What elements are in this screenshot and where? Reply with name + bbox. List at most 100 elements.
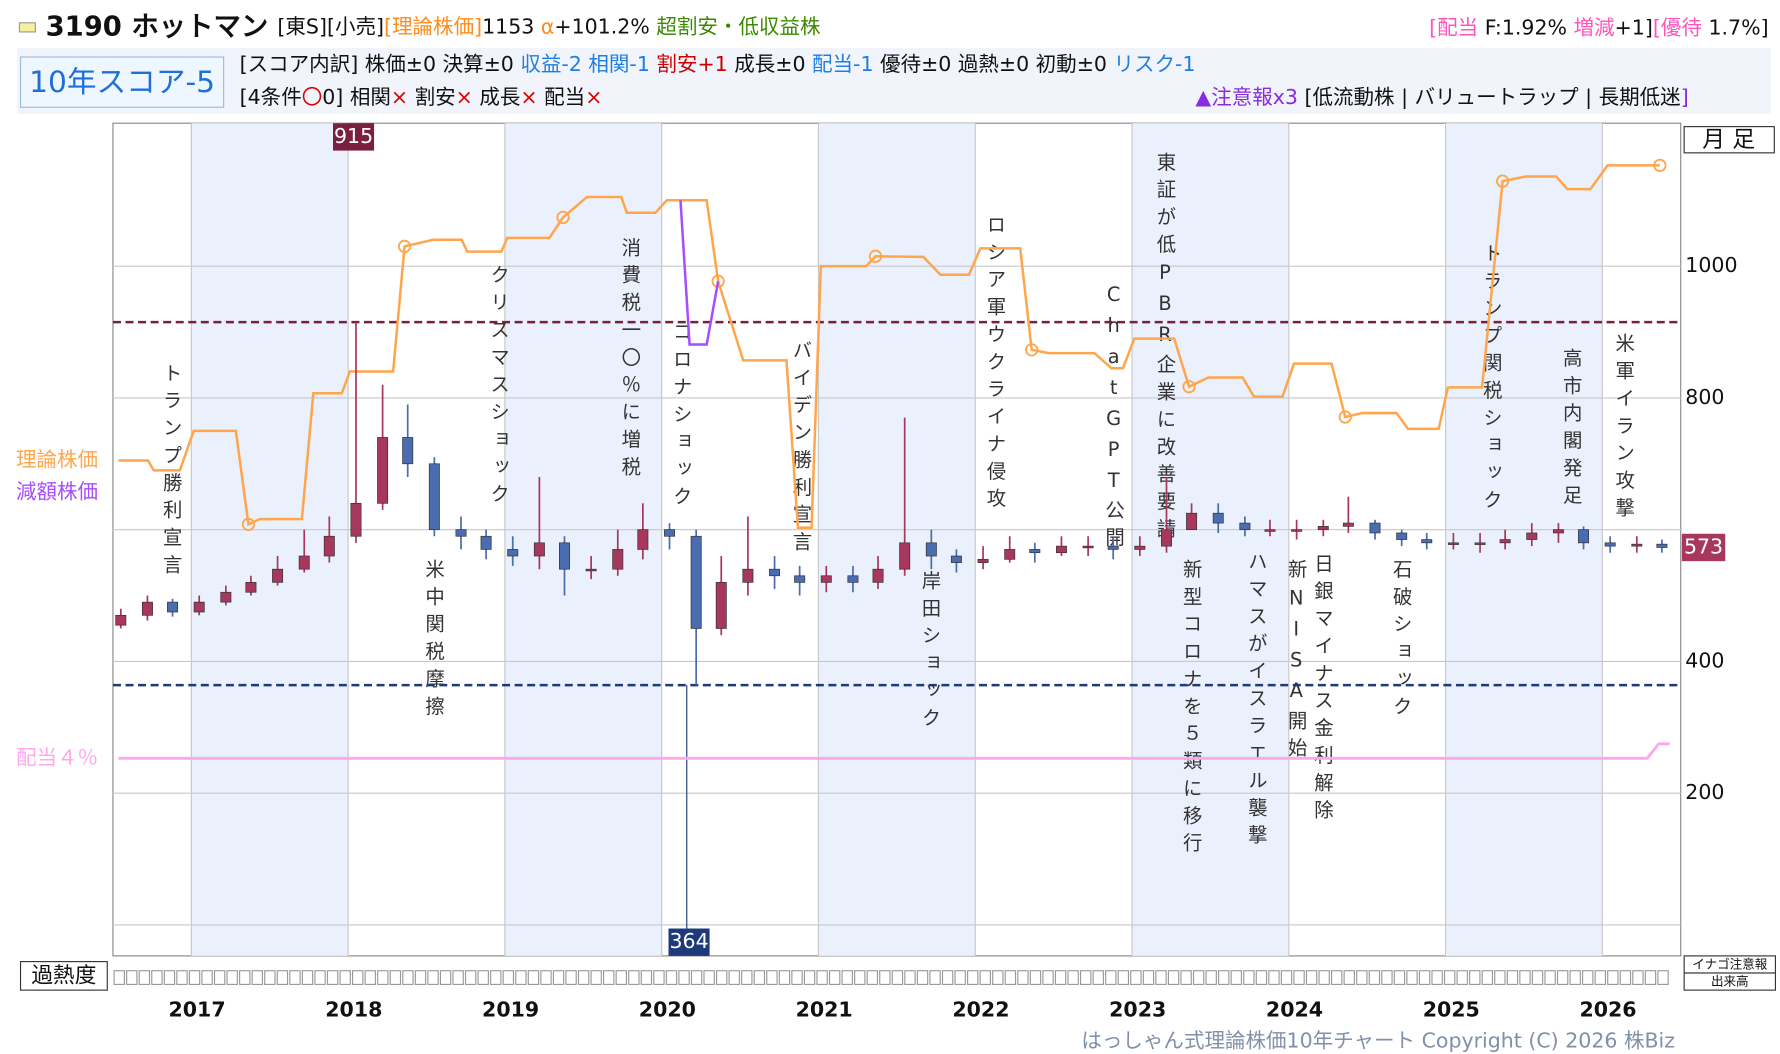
overheat-cell [1481,970,1494,985]
overheat-cell [201,970,213,985]
candle-body [847,575,859,583]
header-right-part: F:1.92% [1478,16,1573,40]
overheat-cell [992,970,1004,985]
overheat-cell [741,970,753,985]
header-band [17,47,1771,115]
x-tick-label: 2019 [482,998,539,1022]
candle-body [612,549,624,570]
overheat-cell [728,970,740,985]
overheat-cell [490,970,502,985]
title-part: 超割安・低収益株 [656,14,821,38]
overheat-cell [929,970,941,985]
candle-body [1212,512,1224,524]
candle-body [1004,549,1016,560]
overheat-cell [1180,970,1192,985]
overheat-cell [1130,970,1142,985]
candle-body [141,601,153,616]
candle-body [1499,539,1511,544]
title: 3190 ホットマン [46,11,269,42]
y-tick-label: 1000 [1685,253,1737,277]
last-price-label: 573 [1684,534,1723,558]
overheat-cell [213,970,226,985]
x-tick-label: 2017 [168,998,225,1022]
overheat-cell [690,970,703,985]
candle-body [1447,542,1459,545]
series-marker [397,239,412,254]
overheat-cell [1368,970,1381,985]
overheat-cell [402,970,414,985]
overheat-cell [1356,970,1368,985]
overheat-cell [1029,970,1042,985]
candle-body [1055,545,1067,554]
candle-body [167,601,179,613]
x-tick-label: 2024 [1266,998,1323,1022]
candle-body [272,568,284,583]
series-marker [1025,343,1039,357]
overheat-cell [1293,970,1305,985]
overheat-cell [502,970,515,985]
candle-body [690,535,702,629]
overheat-cell [1531,970,1544,985]
warnings-part: [低流動株 | バリュートラップ | 長期低迷 [1304,85,1680,110]
candle-body [1264,529,1276,532]
event-annotation: 新NISA開始 [1285,559,1308,765]
overheat-cell [339,970,351,985]
candle-body [298,555,310,570]
conditions: [4条件〇0] 相関× 割安× 成長× 配当× [240,85,603,109]
year-shade [818,123,976,956]
candle-body [455,529,467,537]
series-marker [1338,410,1352,424]
candle-body [1239,522,1251,531]
candle-body [664,529,675,537]
candle-body [1342,522,1354,527]
overheat-cell [1381,970,1393,985]
overheat-cell [1192,970,1205,985]
reference-label-box [668,928,710,956]
candle-body [350,502,362,537]
series-label: 減額株価 [16,479,98,503]
copyright: はっしゃん式理論株価10年チャート Copyright (C) 2026 株Bi… [1081,1028,1675,1052]
candle-body [742,568,754,583]
overheat-cell [1569,970,1581,985]
candle-body [1186,512,1198,531]
candle-body [769,568,781,577]
overheat-cell [1393,970,1406,985]
series-marker [1182,380,1196,394]
overheat-cell [1268,970,1280,985]
candle-body [977,558,989,563]
event-annotation: クリスマスショック [487,265,510,511]
overheat-cell [904,970,916,985]
score-breakdown-part: 割安+1 [656,52,734,76]
overheat-cell [389,970,402,985]
event-annotation: ハマスがイスラエル襲撃 [1245,551,1268,852]
overheat-cell [703,970,715,985]
overheat-cell [1494,970,1506,985]
overheat-cell [879,970,891,985]
score-breakdown-part: 優待±0 過熱±0 初動±0 [880,52,1113,76]
candle-body [1369,522,1381,534]
volume-label: 出来高 [1711,974,1749,989]
overheat-cell [439,970,452,985]
reference-label-box [333,123,375,151]
title-line: 3190 ホットマン [東S][小売][理論株価]1153 α+101.2% 超割… [46,11,821,42]
overheat-cell [1644,970,1657,985]
year-shade [1445,123,1603,956]
overheat-cell [603,970,615,985]
overheat-cell [753,970,766,985]
event-annotation: 石破ショック [1390,559,1413,723]
year-shade [191,123,349,956]
event-annotation: 日銀マイナス金利解除 [1311,553,1334,827]
candle-body [1107,545,1119,550]
conditions-part: [4条件 [240,85,302,109]
overheat-cell [377,970,389,985]
candle-body [1161,529,1172,547]
title-part: α [534,14,554,38]
overheat-cell [364,970,376,985]
overheat-cell [239,970,251,985]
candle-body [1396,532,1408,540]
score-breakdown-part: [スコア内訳] 株価±0 決算±0 [240,52,521,76]
overheat-cell [1469,970,1481,985]
conditions-part: 〇 [302,85,323,109]
overheat-cell [866,970,879,985]
